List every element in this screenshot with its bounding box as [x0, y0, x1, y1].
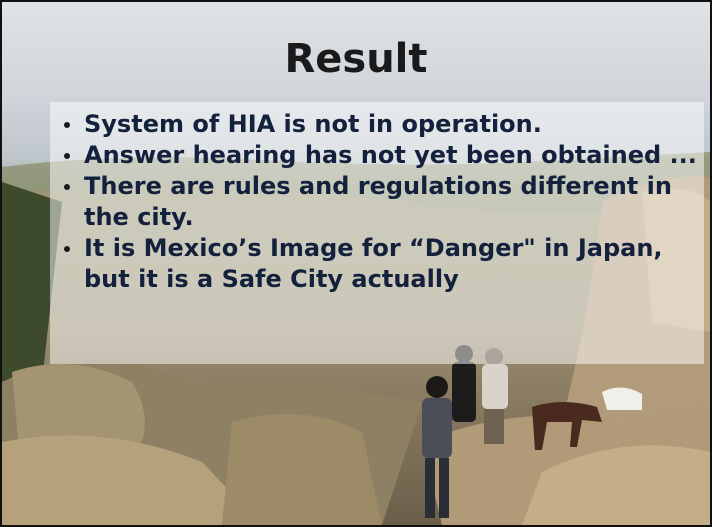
bullet-item: System of HIA is not in operation. [62, 109, 702, 140]
page: Result System of HIA is not in operation… [0, 0, 712, 527]
slide: Result System of HIA is not in operation… [0, 0, 712, 527]
bullet-list: System of HIA is not in operation.Answer… [62, 109, 702, 295]
slide-title: Result [2, 36, 710, 82]
bullet-item: It is Mexico’s Image for “Danger" in Jap… [62, 233, 702, 295]
bullet-item: There are rules and regulations differen… [62, 171, 702, 233]
bullet-item: Answer hearing has not yet been obtained… [62, 140, 702, 171]
